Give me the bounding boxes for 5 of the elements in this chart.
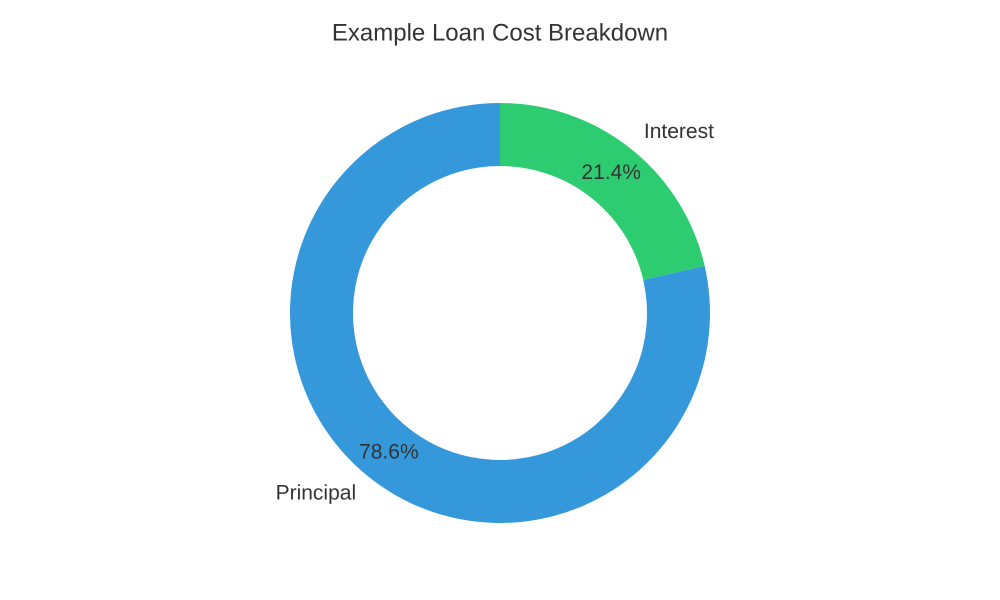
data-label: 21.4% <box>581 161 641 184</box>
chart-title: Example Loan Cost Breakdown <box>332 20 668 47</box>
slice-label: Principal <box>276 482 356 505</box>
data-label: 78.6% <box>359 440 419 464</box>
slice-label: Interest <box>644 120 714 144</box>
